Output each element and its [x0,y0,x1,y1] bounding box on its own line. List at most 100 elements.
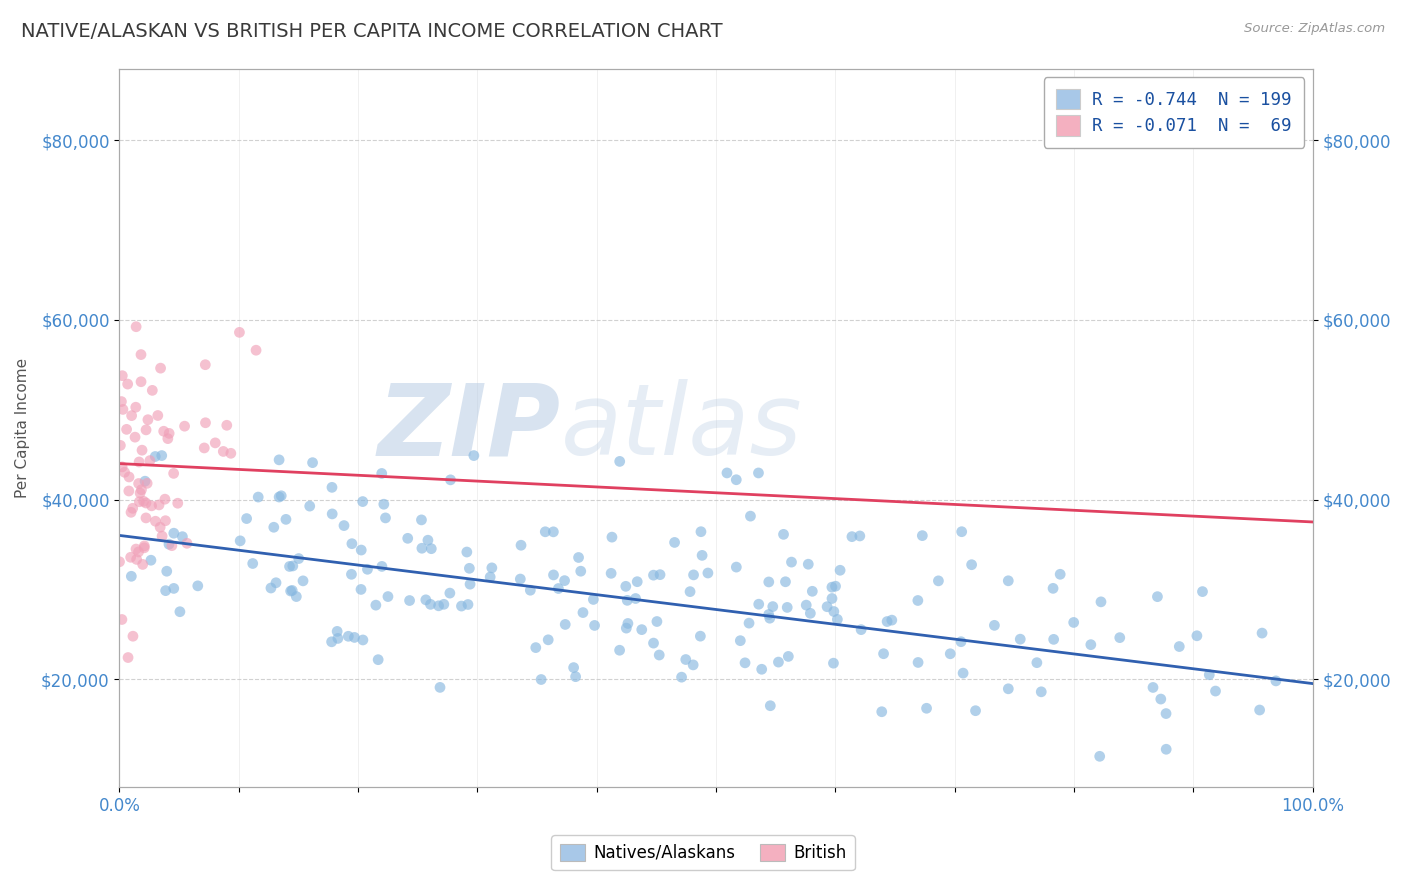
Point [156,564,179,578]
Point [457,598,479,612]
Point [155,583,177,598]
Point [830,563,852,577]
Point [301,456,323,470]
Point [398,593,420,607]
Point [582,592,605,607]
Point [340,537,363,551]
Point [321,635,343,649]
Point [125,319,148,334]
Point [260,581,283,595]
Point [1154,742,1177,756]
Point [215,418,238,433]
Point [427,599,450,613]
Point [768,655,790,669]
Point [950,524,973,539]
Point [373,497,395,511]
Point [690,524,713,539]
Point [172,530,194,544]
Point [554,617,576,632]
Point [367,653,389,667]
Point [751,662,773,676]
Point [321,480,343,494]
Point [458,561,481,575]
Point [583,618,606,632]
Point [176,536,198,550]
Point [519,583,541,598]
Point [131,558,153,572]
Point [738,616,761,631]
Point [1154,706,1177,721]
Point [600,566,623,581]
Point [326,624,349,639]
Point [547,582,569,596]
Point [187,579,209,593]
Point [572,606,595,620]
Point [157,426,180,441]
Point [614,579,637,593]
Point [648,648,671,662]
Point [156,432,179,446]
Point [125,552,148,566]
Point [690,549,713,563]
Legend: R = -0.744  N = 199, R = -0.071  N =  69: R = -0.744 N = 199, R = -0.071 N = 69 [1043,78,1303,148]
Point [371,467,394,481]
Point [419,598,441,612]
Point [120,569,142,583]
Point [245,343,267,358]
Point [364,598,387,612]
Point [285,590,308,604]
Point [823,605,845,619]
Point [567,550,589,565]
Point [110,438,132,452]
Point [416,533,439,548]
Point [643,568,665,582]
Point [129,375,152,389]
Point [821,591,844,606]
Point [939,647,962,661]
Point [479,570,502,584]
Point [281,558,304,573]
Point [132,494,155,508]
Point [679,584,702,599]
Point [643,636,665,650]
Point [481,561,503,575]
Point [821,580,844,594]
Point [135,511,157,525]
Point [194,358,217,372]
Point [371,559,394,574]
Point [173,419,195,434]
Point [626,574,648,589]
Point [143,450,166,464]
Point [797,558,820,572]
Point [155,514,177,528]
Point [778,649,800,664]
Point [1168,640,1191,654]
Point [682,657,704,672]
Point [149,520,172,534]
Point [269,490,291,504]
Point [122,629,145,643]
Text: atlas: atlas [561,379,803,476]
Point [509,572,531,586]
Point [152,424,174,438]
Point [1025,656,1047,670]
Point [630,623,652,637]
Point [264,575,287,590]
Point [352,632,374,647]
Point [269,453,291,467]
Point [153,492,176,507]
Point [121,501,143,516]
Point [537,632,560,647]
Point [194,416,217,430]
Point [193,441,215,455]
Point [212,444,235,458]
Point [115,422,138,436]
Point [281,583,304,598]
Point [163,467,186,481]
Point [108,555,131,569]
Point [356,562,378,576]
Point [148,498,170,512]
Point [747,466,769,480]
Point [337,629,360,643]
Point [1251,626,1274,640]
